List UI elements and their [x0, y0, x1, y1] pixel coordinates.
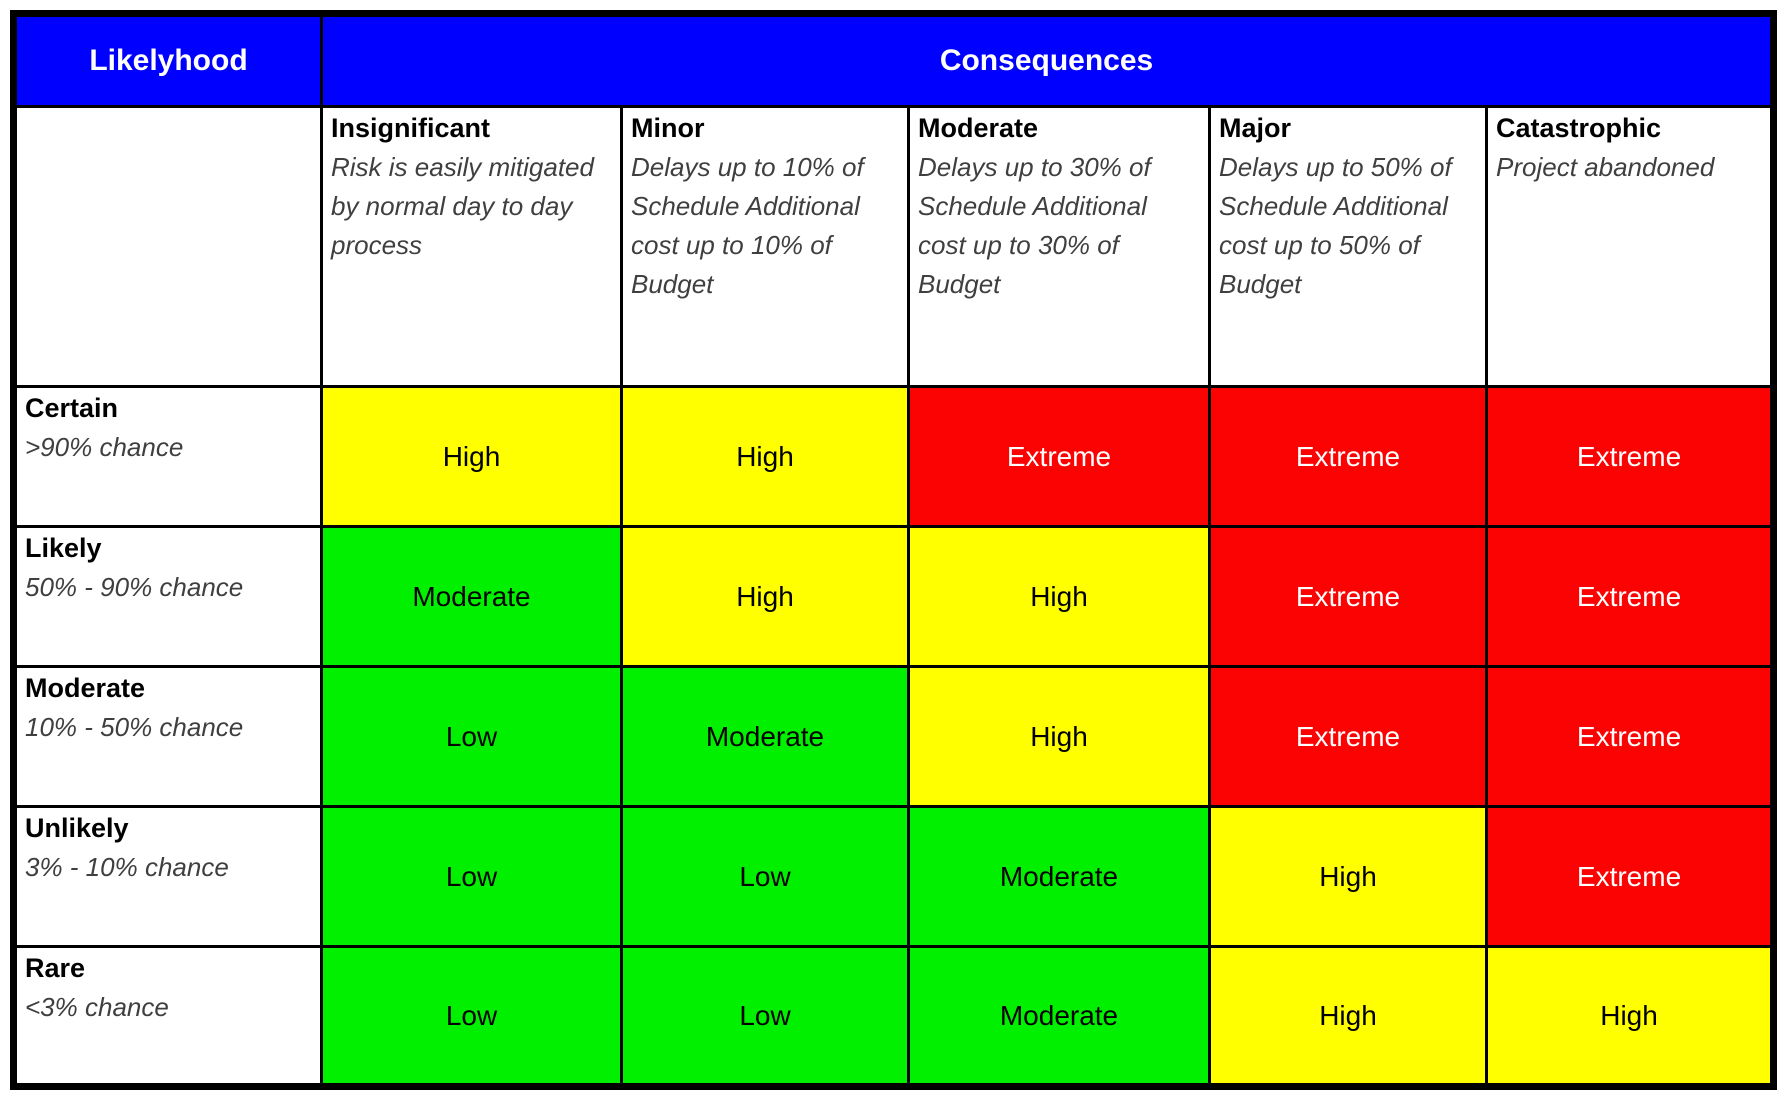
- risk-cell-likely-catastrophic: Extreme: [1484, 525, 1776, 668]
- column-name: Minor: [631, 113, 705, 143]
- row-description: 10% - 50% chance: [25, 711, 244, 742]
- column-header-catastrophic: Catastrophic Project abandoned: [1484, 105, 1776, 388]
- risk-cell-unlikely-moderate: Moderate: [907, 805, 1211, 948]
- risk-cell-likely-minor: High: [620, 525, 910, 668]
- row-name: Unlikely: [25, 813, 129, 843]
- column-description: Delays up to 50% of Schedule Additional …: [1219, 151, 1452, 299]
- risk-cell-certain-major: Extreme: [1208, 385, 1488, 528]
- row-name: Rare: [25, 953, 86, 983]
- risk-cell-unlikely-minor: Low: [620, 805, 910, 948]
- risk-cell-rare-minor: Low: [620, 945, 910, 1088]
- column-name: Insignificant: [331, 113, 491, 143]
- column-description: Delays up to 10% of Schedule Additional …: [631, 151, 864, 299]
- risk-cell-certain-catastrophic: Extreme: [1484, 385, 1776, 528]
- row-name: Moderate: [25, 673, 146, 703]
- row-description: <3% chance: [25, 991, 169, 1022]
- row-name: Likely: [25, 533, 102, 563]
- row-header-likely: Likely 50% - 90% chance: [12, 525, 323, 668]
- consequences-axis-header: Consequences: [319, 12, 1776, 108]
- risk-cell-certain-moderate: Extreme: [907, 385, 1211, 528]
- risk-cell-unlikely-major: High: [1208, 805, 1488, 948]
- risk-cell-moderate-major: Extreme: [1208, 665, 1488, 808]
- risk-cell-rare-insignificant: Low: [320, 945, 623, 1088]
- risk-cell-unlikely-catastrophic: Extreme: [1484, 805, 1776, 948]
- row-header-unlikely: Unlikely 3% - 10% chance: [12, 805, 323, 948]
- row-description: 3% - 10% chance: [25, 851, 229, 882]
- row-header-rare: Rare <3% chance: [12, 945, 323, 1088]
- risk-cell-certain-minor: High: [620, 385, 910, 528]
- risk-cell-likely-major: Extreme: [1208, 525, 1488, 668]
- likelihood-spacer-cell: [12, 105, 323, 388]
- row-header-moderate: Moderate 10% - 50% chance: [12, 665, 323, 808]
- row-description: >90% chance: [25, 431, 184, 462]
- risk-cell-rare-major: High: [1208, 945, 1488, 1088]
- likelihood-axis-header: Likelyhood: [12, 12, 323, 108]
- matrix-row-rare: Rare <3% chance Low Low Moderate High Hi…: [12, 945, 1776, 1088]
- matrix-row-moderate: Moderate 10% - 50% chance Low Moderate H…: [12, 665, 1776, 808]
- row-description: 50% - 90% chance: [25, 571, 244, 602]
- risk-cell-unlikely-insignificant: Low: [320, 805, 623, 948]
- risk-cell-certain-insignificant: High: [320, 385, 623, 528]
- column-description: Risk is easily mitigated by normal day t…: [331, 151, 594, 260]
- risk-matrix-table: Likelyhood Consequences Insignificant Ri…: [10, 10, 1778, 1090]
- column-description: Project abandoned: [1496, 151, 1715, 182]
- risk-cell-likely-moderate: High: [907, 525, 1211, 668]
- risk-cell-likely-insignificant: Moderate: [320, 525, 623, 668]
- column-header-major: Major Delays up to 50% of Schedule Addit…: [1208, 105, 1488, 388]
- column-description: Delays up to 30% of Schedule Additional …: [918, 151, 1151, 299]
- risk-cell-rare-moderate: Moderate: [907, 945, 1211, 1088]
- risk-cell-moderate-minor: Moderate: [620, 665, 910, 808]
- risk-cell-moderate-insignificant: Low: [320, 665, 623, 808]
- row-header-certain: Certain >90% chance: [12, 385, 323, 528]
- risk-cell-moderate-moderate: High: [907, 665, 1211, 808]
- matrix-row-unlikely: Unlikely 3% - 10% chance Low Low Moderat…: [12, 805, 1776, 948]
- risk-cell-rare-catastrophic: High: [1484, 945, 1776, 1088]
- column-header-insignificant: Insignificant Risk is easily mitigated b…: [320, 105, 623, 388]
- consequence-header-row: Insignificant Risk is easily mitigated b…: [12, 105, 1776, 388]
- title-row: Likelyhood Consequences: [12, 12, 1776, 108]
- matrix-row-likely: Likely 50% - 90% chance Moderate High Hi…: [12, 525, 1776, 668]
- row-name: Certain: [25, 393, 119, 423]
- risk-cell-moderate-catastrophic: Extreme: [1484, 665, 1776, 808]
- column-name: Moderate: [918, 113, 1039, 143]
- column-header-minor: Minor Delays up to 10% of Schedule Addit…: [620, 105, 910, 388]
- column-name: Catastrophic: [1496, 113, 1662, 143]
- matrix-row-certain: Certain >90% chance High High Extreme Ex…: [12, 385, 1776, 528]
- column-header-moderate: Moderate Delays up to 30% of Schedule Ad…: [907, 105, 1211, 388]
- column-name: Major: [1219, 113, 1292, 143]
